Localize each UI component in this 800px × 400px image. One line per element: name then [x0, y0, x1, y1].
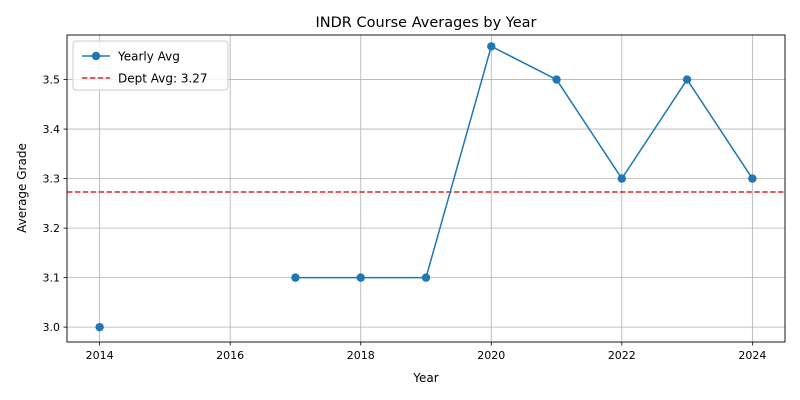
series-layer: [95, 42, 757, 332]
data-point: [356, 273, 365, 282]
grid: [67, 35, 785, 342]
x-axis-label: Year: [412, 371, 438, 385]
data-point: [617, 174, 627, 183]
axis-ticks: 2014 2016 2018 2020 2022 2024 3.0 3.1 3.2 3.3 3.4 3…: [43, 74, 767, 362]
x-tick-label: 2020: [477, 349, 505, 362]
chart-title: INDR Course Averages by Year: [315, 15, 536, 31]
y-tick-label: 3.4: [43, 123, 61, 136]
data-point: [421, 273, 431, 282]
y-tick-label: 3.5: [43, 74, 61, 87]
data-point: [487, 42, 496, 51]
x-tick-label: 2016: [216, 349, 244, 362]
y-tick-label: 3.2: [43, 222, 61, 235]
plot-frame: [66, 34, 786, 343]
data-point: [95, 322, 104, 332]
legend: Yearly Avg Dept Avg: 3.27: [72, 40, 229, 91]
data-point: [748, 174, 757, 183]
y-axis-label: Average Grade: [15, 143, 29, 233]
legend-box: [72, 40, 229, 91]
x-tick-label: 2024: [738, 349, 766, 362]
x-tick-label: 2022: [608, 349, 636, 362]
legend-series-marker: [91, 51, 101, 61]
y-tick-label: 3.0: [43, 321, 61, 334]
data-point: [291, 273, 300, 282]
y-tick-label: 3.1: [43, 272, 61, 285]
data-point: [682, 75, 692, 84]
x-tick-label: 2018: [347, 349, 375, 362]
y-tick-label: 3.3: [43, 173, 61, 186]
legend-reference-label: Dept Avg: 3.27: [118, 72, 208, 86]
data-point: [552, 75, 561, 84]
series-line: [295, 45, 753, 279]
x-tick-label: 2014: [86, 349, 114, 362]
legend-series-label: Yearly Avg: [117, 50, 180, 64]
